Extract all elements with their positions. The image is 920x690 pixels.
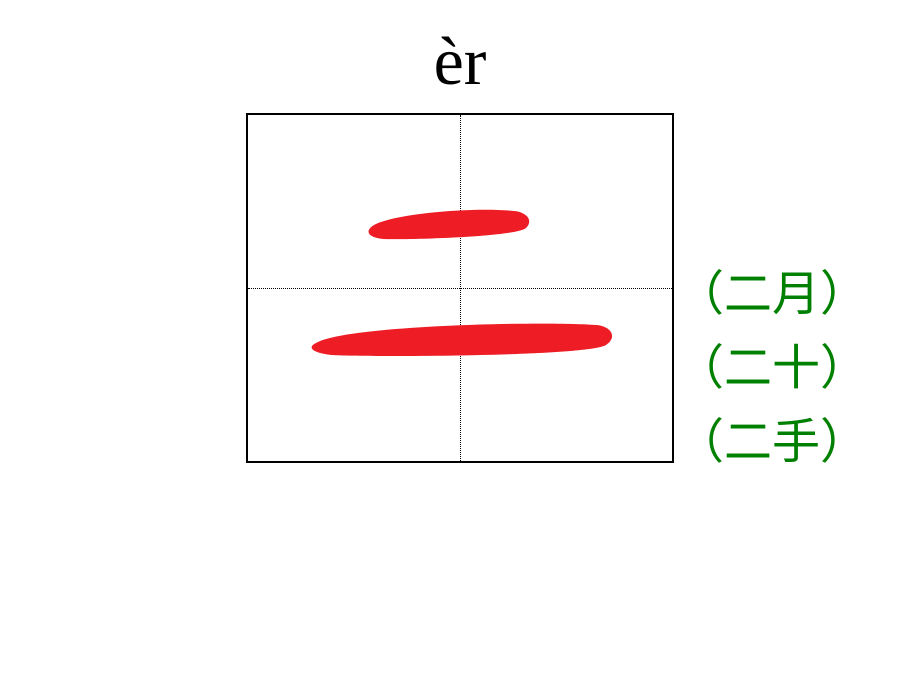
example-words: （二月） （二十） （二手） (676, 258, 868, 480)
stroke-2 (312, 324, 612, 356)
example-word-3: （二手） (676, 406, 868, 480)
pinyin-label: èr (0, 22, 920, 101)
character-strokes (246, 113, 674, 463)
stroke-1 (369, 210, 530, 239)
example-word-1: （二月） (676, 258, 868, 332)
example-word-2: （二十） (676, 332, 868, 406)
